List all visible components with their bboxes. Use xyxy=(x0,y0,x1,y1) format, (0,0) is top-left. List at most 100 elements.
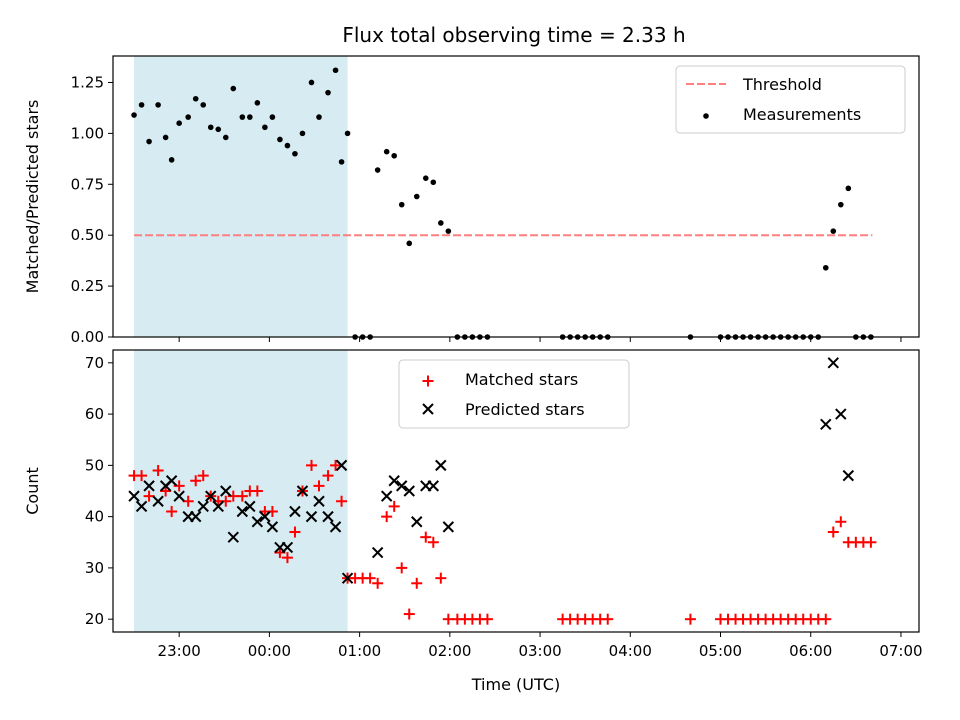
matched-stars-marker xyxy=(396,562,408,574)
measurement-point xyxy=(146,138,152,145)
matched-stars-marker xyxy=(289,526,301,538)
marker-stroke xyxy=(212,500,224,513)
measurement-point xyxy=(838,201,844,208)
chart-title: Flux total observing time = 2.33 h xyxy=(342,23,685,47)
marker-stroke xyxy=(442,521,455,533)
measurement-point xyxy=(192,95,199,102)
marker-stroke xyxy=(135,500,148,513)
predicted-stars-marker xyxy=(396,480,408,492)
marker-stroke xyxy=(411,516,423,528)
legend: Matched stars Predicted stars xyxy=(398,359,630,429)
y-tick-label: 1.00 xyxy=(71,124,104,142)
axes-frame xyxy=(112,55,920,338)
measurement-point xyxy=(430,179,437,186)
matched-stars-marker xyxy=(411,577,423,589)
legend-predicted-swatch xyxy=(422,403,434,415)
matched-stars-marker xyxy=(403,608,415,620)
matched-stars-marker xyxy=(236,490,248,502)
x-axis-label: Time (UTC) xyxy=(471,675,560,694)
x-tick-label: 02:00 xyxy=(428,642,471,660)
marker-stroke xyxy=(427,480,440,492)
predicted-stars-marker xyxy=(281,541,294,554)
measurement-point xyxy=(247,114,253,120)
legend: Threshold Measurements xyxy=(675,65,906,134)
matched-stars-marker xyxy=(481,613,493,625)
measurement-point xyxy=(168,157,175,163)
matched-stars-marker xyxy=(305,459,317,471)
y-axis-label: Matched/Predicted stars xyxy=(23,100,42,294)
marker-stroke xyxy=(128,490,140,502)
legend-predicted-label: Predicted stars xyxy=(465,400,585,419)
marker-stroke xyxy=(388,475,400,487)
marker-stroke xyxy=(152,495,164,507)
measurement-point xyxy=(162,134,169,141)
matched-stars-marker xyxy=(865,536,877,548)
marker-stroke xyxy=(173,490,185,502)
legend-measurement-label: Measurements xyxy=(743,105,861,124)
x-tick-label: 05:00 xyxy=(699,642,742,660)
matched-stars-marker xyxy=(684,613,696,625)
marker-stroke xyxy=(341,572,354,584)
y-tick-label: 0.50 xyxy=(71,226,104,244)
predicted-stars-marker xyxy=(251,516,264,528)
predicted-stars-marker xyxy=(435,459,447,472)
marker-stroke xyxy=(143,480,155,492)
matched-stars-marker xyxy=(381,511,393,523)
count-panel: 20 30 40 50 60 70 23:00 00:00 01:00 02:00 03:00 04:… xyxy=(23,349,923,694)
matched-stars-marker xyxy=(313,480,325,492)
predicted-stars-marker xyxy=(380,490,393,502)
measurement-point xyxy=(185,114,191,120)
predicted-stars-marker xyxy=(289,505,301,518)
legend-matched-label: Matched stars xyxy=(465,370,578,389)
matched-stars-marker xyxy=(420,531,432,543)
measurement-point xyxy=(374,167,381,173)
marker-stroke xyxy=(380,490,393,502)
matched-stars-marker xyxy=(336,495,348,507)
measurement-point xyxy=(406,240,413,247)
predicted-stars-marker xyxy=(152,495,164,507)
measurement-point xyxy=(338,159,345,165)
measurement-point xyxy=(222,134,229,141)
measurement-point xyxy=(207,124,214,131)
marker-stroke xyxy=(842,469,855,482)
y-tick-label: 60 xyxy=(85,405,104,423)
matched-stars-marker xyxy=(160,485,172,497)
predicted-stars-marker xyxy=(403,485,415,497)
x-tick-label: 00:00 xyxy=(248,642,291,660)
y-tick-label: 40 xyxy=(85,508,104,526)
predicted-stars-marker xyxy=(128,490,140,502)
matched-stars-marker xyxy=(820,613,832,625)
marker-stroke xyxy=(396,480,408,492)
predicted-stars-marker xyxy=(173,490,185,502)
matched-stars-marker xyxy=(251,485,263,497)
y-tick-label: 50 xyxy=(85,456,104,474)
measurement-point xyxy=(830,228,837,234)
matched-stars-marker xyxy=(435,572,447,584)
predicted-stars-marker xyxy=(259,510,271,523)
marker-stroke xyxy=(205,490,217,502)
matched-stars-marker xyxy=(427,536,439,548)
y-tick-label: 70 xyxy=(85,354,104,372)
matched-stars-marker xyxy=(372,577,384,589)
measurement-point xyxy=(438,220,444,226)
marker-stroke xyxy=(289,505,301,518)
y-axis-label: Count xyxy=(23,467,42,515)
marker-stroke xyxy=(259,510,271,523)
predicted-stars-marker xyxy=(411,516,423,528)
measurement-point xyxy=(822,264,829,271)
predicted-stars-marker xyxy=(197,500,209,513)
legend-box xyxy=(398,359,630,429)
matched-stars-marker xyxy=(364,572,376,584)
x-tick-label: 03:00 xyxy=(518,642,561,660)
marker-stroke xyxy=(305,510,318,523)
legend-threshold-label: Threshold xyxy=(742,75,822,94)
measurement-point xyxy=(332,67,339,74)
matched-stars-marker xyxy=(330,459,342,471)
predicted-stars-marker xyxy=(244,500,256,513)
predicted-stars-marker xyxy=(205,490,217,502)
measurement-point xyxy=(269,114,276,120)
marker-stroke xyxy=(189,510,202,523)
measurement-point xyxy=(138,102,145,108)
measurement-point xyxy=(200,102,207,108)
